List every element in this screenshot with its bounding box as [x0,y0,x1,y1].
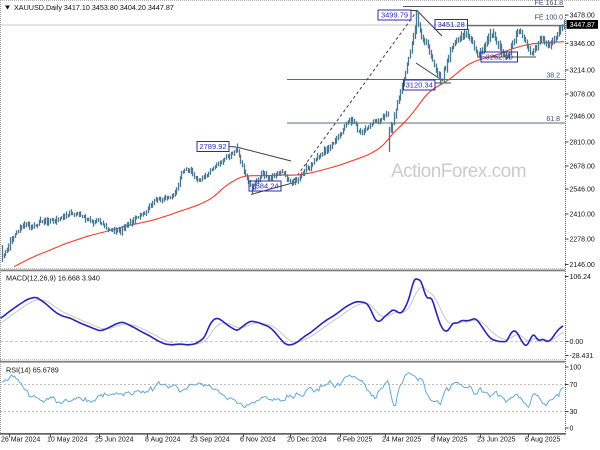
svg-text:8 May 2025: 8 May 2025 [431,437,468,444]
svg-text:ActionForex.com: ActionForex.com [391,161,526,182]
svg-text:2678.00: 2678.00 [570,164,595,171]
svg-text:FE 100.0: FE 100.0 [535,15,564,22]
svg-text:70: 70 [570,382,578,389]
svg-text:3214.00: 3214.00 [570,68,595,75]
svg-text:3451.28: 3451.28 [438,20,465,29]
svg-text:2146.00: 2146.00 [570,262,595,269]
svg-text:0: 0 [570,426,574,433]
svg-text:-28.431: -28.431 [570,353,594,360]
svg-text:3120.34: 3120.34 [406,81,433,90]
svg-text:20 Dec 2024: 20 Dec 2024 [287,437,327,444]
svg-text:6 Nov 2024: 6 Nov 2024 [240,437,276,444]
svg-text:61.8: 61.8 [546,116,560,123]
svg-text:38.2: 38.2 [546,73,560,80]
svg-text:0.00: 0.00 [570,339,584,346]
svg-text:23 Jun 2025: 23 Jun 2025 [477,437,516,444]
svg-text:30: 30 [570,409,578,416]
svg-text:2546.00: 2546.00 [570,187,595,194]
svg-text:3478.00: 3478.00 [570,13,595,20]
svg-text:26 Mar 2024: 26 Mar 2024 [1,437,40,444]
svg-text:25 Jun 2024: 25 Jun 2024 [95,437,134,444]
svg-text:2584.24: 2584.24 [251,182,278,191]
svg-text:RSI(14) 65.6789: RSI(14) 65.6789 [6,366,59,375]
svg-text:FE 161.8: FE 161.8 [535,0,564,7]
svg-text:6 Feb 2025: 6 Feb 2025 [337,437,373,444]
svg-text:2810.00: 2810.00 [570,140,595,147]
svg-text:2946.00: 2946.00 [570,114,595,121]
svg-text:2278.00: 2278.00 [570,237,595,244]
svg-text:3078.00: 3078.00 [570,92,595,99]
svg-text:3346.00: 3346.00 [570,41,595,48]
svg-text:8 Aug 2024: 8 Aug 2024 [145,437,181,444]
svg-text:MACD(12,26,9) 16.668 3.940: MACD(12,26,9) 16.668 3.940 [6,274,100,283]
svg-text:23 Sep 2024: 23 Sep 2024 [190,437,230,444]
svg-text:10 May 2024: 10 May 2024 [47,437,88,444]
svg-text:XAUUSD,Daily 3417.10 3453.80: XAUUSD,Daily 3417.10 3453.80 3404.20 344… [14,3,174,12]
svg-text:3499.79: 3499.79 [381,11,408,20]
svg-text:2789.92: 2789.92 [199,142,226,151]
svg-text:100: 100 [570,365,582,372]
svg-text:6 Aug 2025: 6 Aug 2025 [525,437,561,444]
svg-text:2410.00: 2410.00 [570,212,595,219]
svg-text:3262.90: 3262.90 [486,53,513,62]
svg-text:106.24: 106.24 [570,274,592,281]
svg-text:24 Mar 2025: 24 Mar 2025 [382,437,421,444]
svg-text:3447.87: 3447.87 [570,22,595,29]
